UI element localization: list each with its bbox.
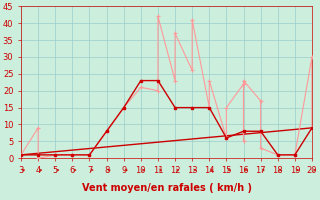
X-axis label: Vent moyen/en rafales ( km/h ): Vent moyen/en rafales ( km/h ) [82, 183, 252, 193]
